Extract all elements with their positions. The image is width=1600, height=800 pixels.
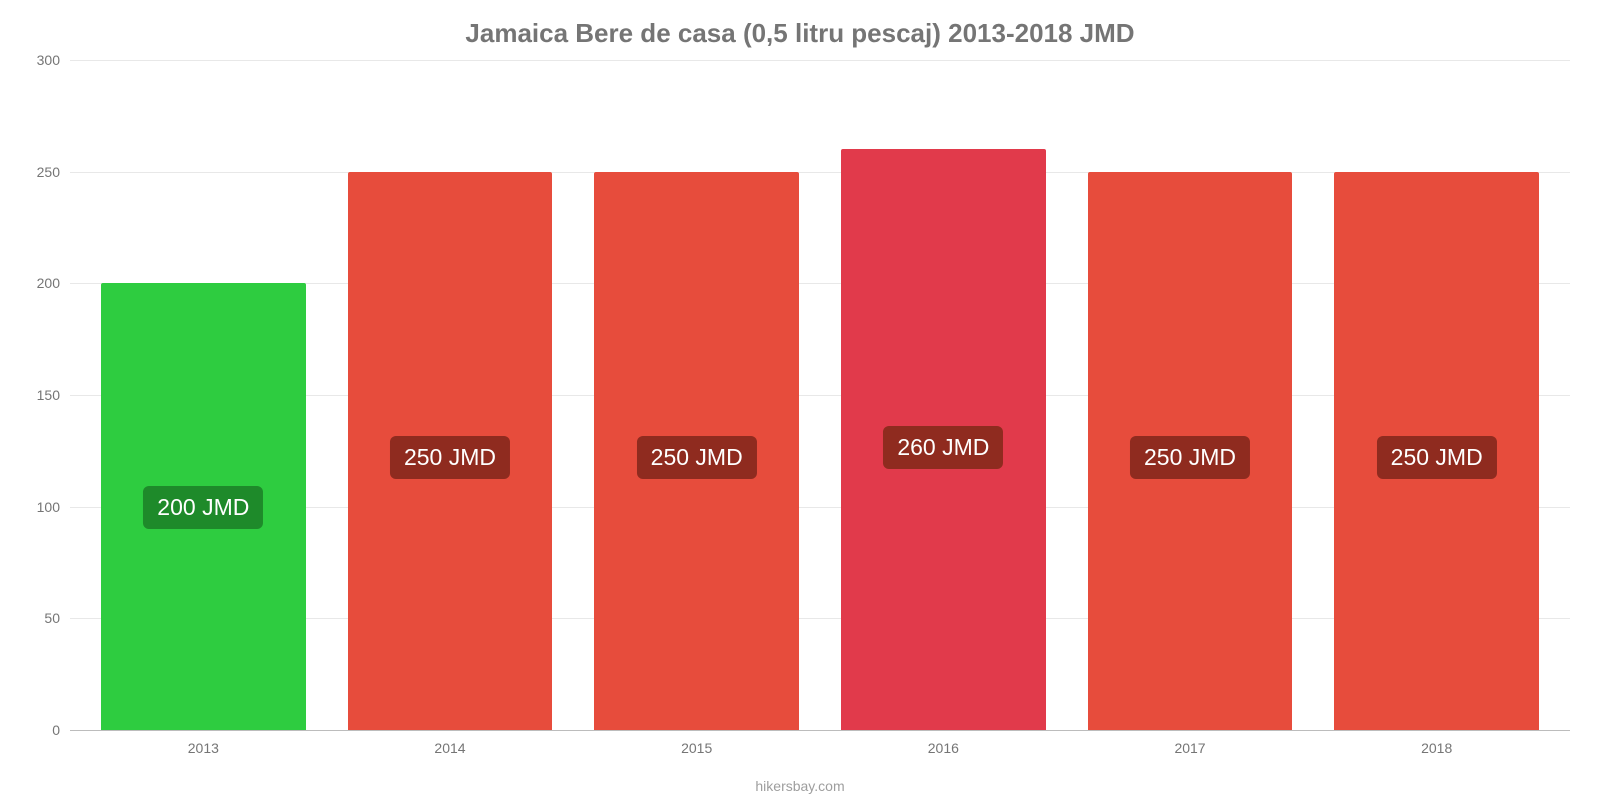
- bar-value-badge: 250 JMD: [1130, 436, 1250, 479]
- bar: 250 JMD: [1088, 172, 1293, 730]
- bar-value-badge: 250 JMD: [637, 436, 757, 479]
- y-tick-label: 0: [15, 722, 60, 738]
- bar: 250 JMD: [594, 172, 799, 730]
- bar: 200 JMD: [101, 283, 306, 730]
- bar-value-badge: 250 JMD: [390, 436, 510, 479]
- y-tick-label: 100: [15, 499, 60, 515]
- bar-slot: 200 JMD2013: [80, 60, 327, 730]
- y-tick-label: 150: [15, 387, 60, 403]
- bar: 250 JMD: [348, 172, 553, 730]
- y-tick-label: 250: [15, 164, 60, 180]
- gridline: [70, 730, 1570, 731]
- bar: 250 JMD: [1334, 172, 1539, 730]
- bars-container: 200 JMD2013250 JMD2014250 JMD2015260 JMD…: [70, 60, 1570, 730]
- bar-slot: 250 JMD2014: [327, 60, 574, 730]
- chart-title: Jamaica Bere de casa (0,5 litru pescaj) …: [0, 0, 1600, 49]
- y-tick-label: 50: [15, 610, 60, 626]
- x-tick-label: 2017: [1174, 740, 1205, 756]
- chart-plot-area: 050100150200250300 200 JMD2013250 JMD201…: [70, 60, 1570, 730]
- attribution-text: hikersbay.com: [755, 778, 844, 794]
- y-tick-label: 300: [15, 52, 60, 68]
- bar-value-badge: 250 JMD: [1377, 436, 1497, 479]
- x-tick-label: 2015: [681, 740, 712, 756]
- bar-slot: 250 JMD2015: [573, 60, 820, 730]
- bar: 260 JMD: [841, 149, 1046, 730]
- x-tick-label: 2018: [1421, 740, 1452, 756]
- bar-value-badge: 260 JMD: [883, 426, 1003, 469]
- bar-slot: 250 JMD2018: [1313, 60, 1560, 730]
- bar-value-badge: 200 JMD: [143, 486, 263, 529]
- bar-slot: 250 JMD2017: [1067, 60, 1314, 730]
- y-tick-label: 200: [15, 275, 60, 291]
- x-tick-label: 2014: [434, 740, 465, 756]
- x-tick-label: 2016: [928, 740, 959, 756]
- x-tick-label: 2013: [188, 740, 219, 756]
- bar-slot: 260 JMD2016: [820, 60, 1067, 730]
